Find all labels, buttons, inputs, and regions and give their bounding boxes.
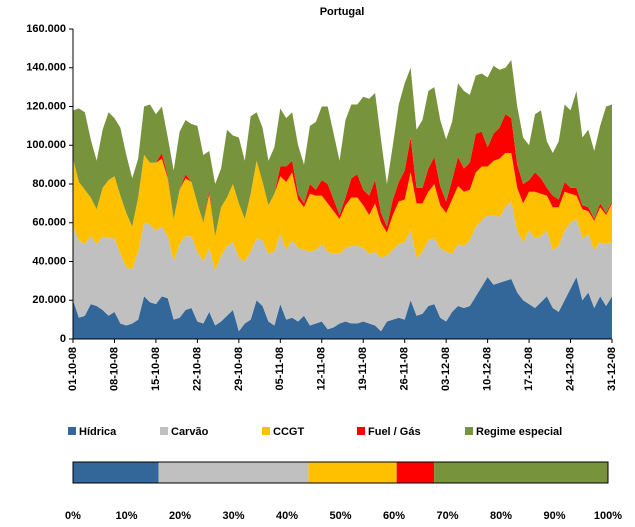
x-tick-label: 19-11-08 <box>357 347 369 390</box>
y-tick-label: 120.000 <box>26 100 66 112</box>
y-tick-label: 80.000 <box>32 178 66 190</box>
legend-label: Fuel / Gás <box>368 426 421 438</box>
y-tick-label: 140.000 <box>26 62 66 74</box>
x-tick-label: 0% <box>65 510 81 522</box>
x-tick-label: 80% <box>490 510 512 522</box>
chart-title: Portugal <box>320 6 365 18</box>
bar-segment <box>308 462 397 483</box>
legend-label: Hídrica <box>79 426 117 438</box>
legend-swatch <box>68 427 76 435</box>
legend-label: Regime especial <box>476 426 562 438</box>
x-tick-label: 10-12-08 <box>482 347 494 391</box>
x-tick-label: 29-10-08 <box>233 347 245 391</box>
x-tick-label: 50% <box>329 510 351 522</box>
x-tick-label: 26-11-08 <box>399 347 411 390</box>
x-tick-label: 90% <box>543 510 565 522</box>
legend-label: CCGT <box>273 426 304 438</box>
y-tick-label: 100.000 <box>26 139 66 151</box>
x-tick-label: 05-11-08 <box>274 347 286 390</box>
x-tick-label: 20% <box>169 510 191 522</box>
x-tick-label: 12-11-08 <box>316 347 328 390</box>
x-tick-label: 10% <box>115 510 137 522</box>
bar-segment <box>158 462 309 483</box>
y-tick-label: 0 <box>60 333 66 345</box>
legend-swatch <box>465 427 473 435</box>
x-tick-label: 01-10-08 <box>67 347 79 391</box>
x-tick-label: 40% <box>276 510 298 522</box>
bar-segment <box>396 462 435 483</box>
y-tick-label: 60.000 <box>32 217 66 229</box>
bar-frame <box>72 461 609 484</box>
legend-swatch <box>160 427 168 435</box>
x-tick-label: 03-12-08 <box>440 347 452 391</box>
area <box>73 201 612 332</box>
y-tick-label: 160.000 <box>26 23 66 35</box>
y-tick-label: 20.000 <box>32 294 66 306</box>
area <box>73 114 612 237</box>
bar-segment <box>73 462 159 483</box>
x-tick-label: 17-12-08 <box>523 347 535 391</box>
x-tick-label: 15-10-08 <box>150 347 162 391</box>
bar-segment <box>434 462 608 483</box>
x-tick-label: 30% <box>222 510 244 522</box>
x-tick-label: 60% <box>383 510 405 522</box>
legend-label: Carvão <box>171 426 209 438</box>
area <box>73 60 612 237</box>
x-tick-label: 70% <box>436 510 458 522</box>
legend-swatch <box>357 427 365 435</box>
x-tick-label: 31-12-08 <box>606 347 618 391</box>
x-tick-label: 100% <box>594 510 622 522</box>
area <box>73 277 612 339</box>
legend-swatch <box>262 427 270 435</box>
x-tick-label: 24-12-08 <box>564 347 576 391</box>
y-tick-label: 40.000 <box>32 255 66 267</box>
x-tick-label: 08-10-08 <box>108 347 120 391</box>
x-tick-label: 22-10-08 <box>191 347 203 391</box>
